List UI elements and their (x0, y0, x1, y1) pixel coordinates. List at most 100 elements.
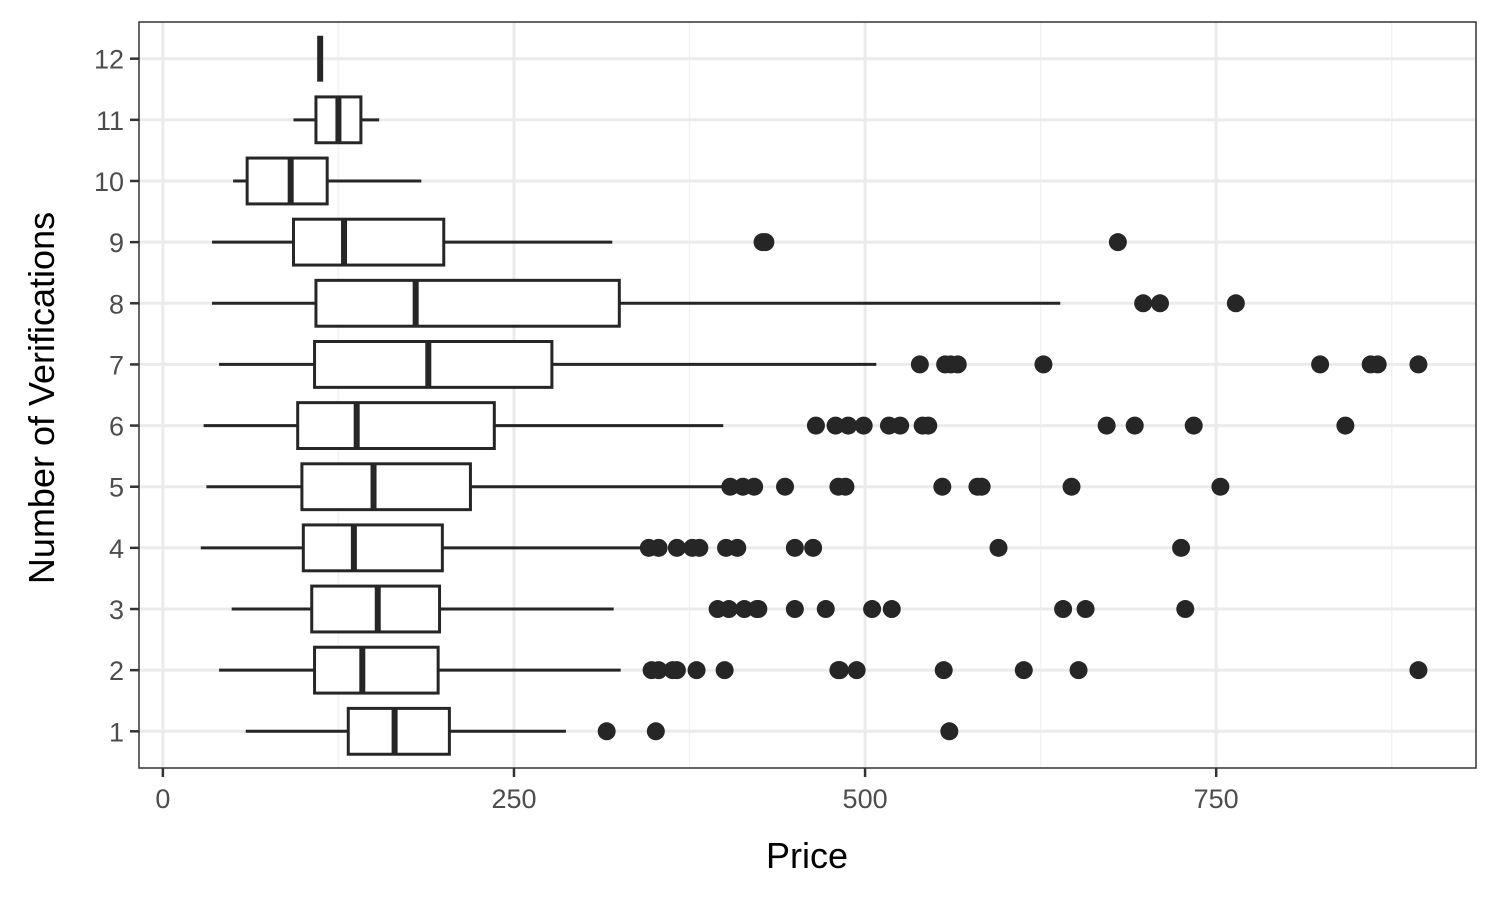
y-tick-label: 1 (109, 717, 124, 747)
box-group-11 (293, 95, 380, 145)
outlier-point (649, 538, 668, 557)
box-group-10 (233, 156, 422, 206)
outlier-point (1076, 600, 1095, 619)
box-iqr (313, 645, 440, 695)
box-group-1 (245, 706, 959, 756)
outlier-point (1097, 416, 1116, 435)
outlier-point (826, 416, 845, 435)
minor-gridlines (337, 22, 1393, 768)
box-series (200, 35, 1428, 756)
outlier-point (756, 233, 775, 252)
x-tick-label: 750 (1194, 784, 1239, 814)
y-tick-label: 6 (109, 412, 124, 442)
outlier-point (847, 661, 866, 680)
outlier-point (830, 661, 849, 680)
x-tick-label: 250 (491, 784, 536, 814)
y-tick-label: 10 (94, 167, 124, 197)
y-tick-label: 4 (109, 534, 124, 564)
outlier-point (806, 416, 825, 435)
outlier-point (1034, 355, 1053, 374)
y-tick-label: 9 (109, 228, 124, 258)
outlier-point (785, 600, 804, 619)
box-group-5 (206, 462, 1230, 512)
outlier-point (1151, 294, 1170, 313)
outlier-point (715, 661, 734, 680)
outlier-point (934, 661, 953, 680)
outlier-point (1134, 294, 1153, 313)
box-iqr (296, 401, 496, 451)
outlier-point (1125, 416, 1144, 435)
outlier-point (948, 355, 967, 374)
box-group-7 (219, 339, 1428, 389)
outlier-point (933, 477, 952, 496)
outlier-point (863, 600, 882, 619)
outlier-point (1172, 538, 1191, 557)
outlier-point (776, 477, 795, 496)
box-group-4 (200, 523, 1191, 573)
outlier-point (719, 600, 738, 619)
outlier-point (940, 722, 959, 741)
y-tick-label: 7 (109, 350, 124, 380)
outlier-point (804, 538, 823, 557)
box-iqr (301, 523, 444, 573)
box-group-6 (203, 401, 1355, 451)
outlier-point (749, 600, 768, 619)
box-group-8 (212, 278, 1245, 328)
y-axis-title: Number of Verifications (21, 212, 62, 584)
box-group-9 (212, 217, 1127, 267)
outlier-point (1211, 477, 1230, 496)
y-tick-label: 2 (109, 656, 124, 686)
outlier-point (1409, 661, 1428, 680)
outlier-point (649, 661, 668, 680)
outlier-point (646, 722, 665, 741)
box-iqr (346, 706, 451, 756)
outlier-point (1054, 600, 1073, 619)
box-iqr (245, 156, 329, 206)
outlier-point (836, 477, 855, 496)
axis-ticks (130, 57, 1218, 777)
outlier-point (854, 416, 873, 435)
outlier-point (972, 477, 991, 496)
outlier-point (1069, 661, 1088, 680)
outlier-point (1409, 355, 1428, 374)
y-tick-label: 11 (96, 106, 124, 136)
outlier-point (721, 477, 740, 496)
x-tick-label: 500 (843, 784, 888, 814)
x-axis-title: Price (766, 835, 848, 876)
outlier-point (882, 600, 901, 619)
box-iqr (314, 278, 621, 328)
outlier-point (1176, 600, 1195, 619)
outlier-point (667, 661, 686, 680)
y-tick-label: 3 (109, 595, 124, 625)
outlier-point (745, 477, 764, 496)
outlier-point (667, 538, 686, 557)
box-group-2 (219, 645, 1428, 695)
outlier-point (1368, 355, 1387, 374)
outlier-point (690, 538, 709, 557)
panel-border (138, 21, 1477, 769)
y-tick-label: 8 (109, 289, 124, 319)
outlier-point (919, 416, 938, 435)
outlier-point (891, 416, 910, 435)
outlier-point (1184, 416, 1203, 435)
outlier-point (816, 600, 835, 619)
x-tick-label: 0 (155, 784, 170, 814)
outlier-point (597, 722, 616, 741)
outlier-point (989, 538, 1008, 557)
box-iqr (300, 462, 472, 512)
outlier-point (735, 600, 754, 619)
outlier-point (910, 355, 929, 374)
y-tick-label: 12 (94, 45, 124, 75)
box-iqr (313, 339, 554, 389)
outlier-point (687, 661, 706, 680)
outlier-point (1108, 233, 1127, 252)
outlier-point (839, 416, 858, 435)
outlier-point (728, 538, 747, 557)
y-tick-label: 5 (109, 473, 124, 503)
outlier-point (1311, 355, 1330, 374)
box-group-3 (231, 584, 1195, 634)
outlier-point (1226, 294, 1245, 313)
